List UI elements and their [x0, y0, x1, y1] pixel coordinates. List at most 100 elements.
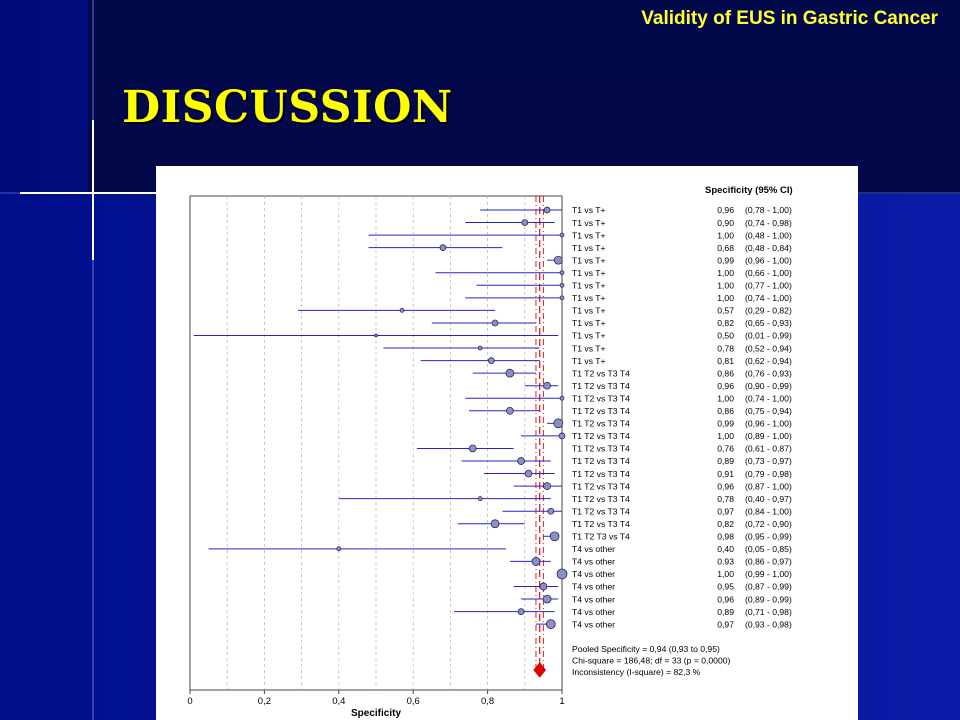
study-point	[559, 232, 565, 238]
study-ci: (0,61 - 0,87)	[745, 444, 792, 454]
study-point	[506, 406, 514, 415]
study-ci: (0,76 - 0,93)	[745, 368, 792, 378]
study-value: 1,00	[717, 268, 734, 278]
study-label: T1 T2 vs T3 T4	[572, 419, 630, 429]
study-point	[553, 418, 564, 429]
study-value: 1,00	[717, 569, 734, 579]
study-value: 0,40	[717, 544, 734, 554]
study-value: 0,50	[717, 331, 734, 341]
study-ci: (0,90 - 0,99)	[745, 381, 792, 391]
header-title: Validity of EUS in Gastric Cancer	[641, 8, 938, 29]
study-ci: (0,89 - 1,00)	[745, 431, 792, 441]
study-point	[543, 482, 551, 490]
study-ci: (0,96 - 1,00)	[745, 419, 792, 429]
study-value: 0,98	[717, 532, 734, 542]
study-label: T1 T2 vs T3 T4	[572, 393, 630, 403]
x-tick-label: 0,6	[407, 696, 420, 707]
study-ci: (0,65 - 0,93)	[745, 318, 792, 328]
study-point	[556, 568, 568, 580]
study-point	[553, 255, 563, 265]
study-ci: (0,86 - 0,97)	[745, 557, 792, 567]
study-point	[490, 519, 500, 529]
study-ci: (0,29 - 0,82)	[745, 306, 792, 316]
study-label: T1 T2 vs T3 T4	[572, 368, 630, 378]
study-point	[521, 219, 529, 226]
study-label: T4 vs other	[572, 607, 615, 617]
study-point	[399, 308, 405, 313]
x-tick-label: 0,8	[481, 696, 494, 707]
study-value: 0,78	[717, 494, 734, 504]
study-point	[559, 282, 565, 288]
study-point	[549, 531, 560, 542]
study-ci: (0,48 - 1,00)	[745, 230, 792, 240]
study-label: T1 T2 vs T3 T4	[572, 469, 630, 479]
study-label: T1 T2 vs T3 T4	[572, 406, 630, 416]
study-value: 1,00	[717, 281, 734, 291]
study-ci: (0,73 - 0,97)	[745, 456, 792, 466]
study-ci: (0,99 - 1,00)	[745, 569, 792, 579]
study-value: 1,00	[717, 393, 734, 403]
study-label: T4 vs other	[572, 569, 615, 579]
study-point	[543, 381, 551, 390]
summary-line: Pooled Specificity = 0,94 (0,93 to 0,95)	[572, 644, 720, 654]
study-point	[477, 496, 483, 501]
study-value: 0,91	[717, 469, 734, 479]
study-ci: (0,74 - 1,00)	[745, 393, 792, 403]
study-point	[559, 295, 565, 301]
column-header: Specificity (95% CI)	[705, 185, 793, 196]
study-value: 0,86	[717, 406, 734, 416]
study-ci: (0,01 - 0,99)	[745, 331, 792, 341]
study-value: 0,57	[717, 306, 734, 316]
study-ci: (0,89 - 0,99)	[745, 594, 792, 604]
study-label: T1 vs T+	[572, 243, 606, 253]
study-label: T1 vs T+	[572, 343, 606, 353]
slide-title: DISCUSSION	[122, 82, 453, 133]
study-ci: (0,79 - 0,98)	[745, 469, 792, 479]
study-value: 0,68	[717, 243, 734, 253]
study-ci: (0,84 - 1,00)	[745, 506, 792, 516]
study-point	[539, 582, 548, 591]
study-ci: (0,87 - 0,99)	[745, 582, 792, 592]
study-point	[374, 333, 378, 338]
study-point	[517, 608, 525, 615]
study-point	[468, 444, 477, 453]
study-label: T1 T2 vs T3 T4	[572, 444, 630, 454]
study-label: T1 T2 vs T3 T4	[572, 381, 630, 391]
study-value: 0,93	[717, 557, 734, 567]
study-point	[477, 345, 483, 351]
x-tick-label: 0	[187, 696, 192, 707]
study-value: 1,00	[717, 431, 734, 441]
study-point	[547, 507, 555, 515]
study-point	[336, 546, 342, 552]
study-value: 0,99	[717, 419, 734, 429]
study-label: T1 T2 T3 vs T4	[572, 532, 630, 542]
study-point	[531, 557, 541, 566]
study-label: T1 vs T+	[572, 205, 606, 215]
study-ci: (0,77 - 1,00)	[745, 281, 792, 291]
study-ci: (0,66 - 1,00)	[745, 268, 792, 278]
study-point	[439, 244, 447, 252]
study-label: T1 vs T+	[572, 293, 606, 303]
study-point	[491, 319, 499, 327]
study-value: 0,81	[717, 356, 734, 366]
study-value: 0,86	[717, 368, 734, 378]
study-value: 0,76	[717, 444, 734, 454]
study-value: 0,97	[717, 619, 734, 629]
study-label: T1 vs T+	[572, 281, 606, 291]
study-label: T1 T2 vs T3 T4	[572, 506, 630, 516]
forest-plot-figure: 0 0,2 0,4 0,6 0,8 1 Specificity Specificity (95…	[156, 166, 858, 720]
study-point	[524, 469, 533, 478]
study-point	[559, 270, 565, 276]
study-label: T4 vs other	[572, 594, 615, 604]
study-point	[542, 594, 552, 604]
study-label: T1 vs T+	[572, 306, 606, 316]
study-point	[543, 206, 551, 214]
study-ci: (0,62 - 0,94)	[745, 356, 792, 366]
x-axis-label: Specificity	[351, 708, 401, 719]
study-point	[487, 357, 495, 364]
study-value: 0,99	[717, 255, 734, 265]
summary-line: Chi-square = 186,48; df = 33 (p = 0,0000…	[572, 656, 731, 666]
study-label: T1 vs T+	[572, 230, 606, 240]
study-value: 0,96	[717, 481, 734, 491]
study-ci: (0,40 - 0,97)	[745, 494, 792, 504]
